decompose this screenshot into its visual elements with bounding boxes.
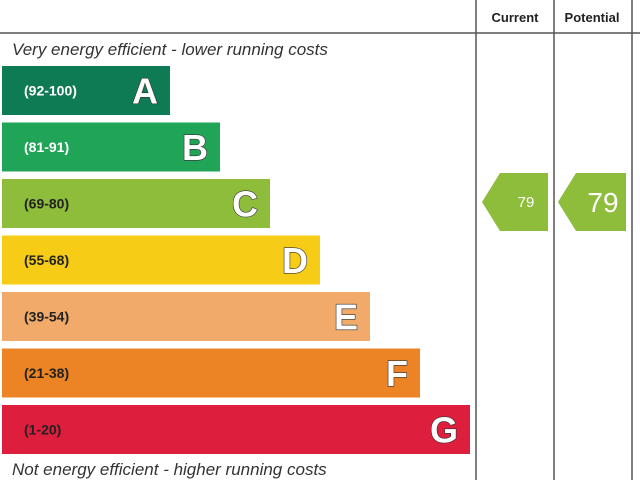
band-range-label: (55-68) <box>24 252 69 268</box>
band-bar <box>2 405 470 454</box>
band-letter: F <box>386 353 408 394</box>
band-range-label: (69-80) <box>24 196 69 212</box>
band-bar <box>2 66 170 115</box>
band-e: (39-54) E <box>2 292 370 341</box>
band-d: (55-68) D <box>2 235 320 285</box>
band-letter: C <box>232 184 258 225</box>
band-a: (92-100) A <box>2 66 170 115</box>
current-score-value: 79 <box>518 194 535 211</box>
current-column-header: Current <box>492 10 540 25</box>
band-g: (1-20) G <box>2 405 470 454</box>
band-bar <box>2 292 370 341</box>
band-letter: D <box>282 240 308 281</box>
band-bar <box>2 348 420 398</box>
band-range-label: (1-20) <box>24 422 61 438</box>
band-b: (81-91) B <box>2 122 220 172</box>
rating-bands: (92-100) A (81-91) B (69-80) C (55-68) D (39-54)… <box>2 66 470 454</box>
current-score: 79 <box>482 173 548 231</box>
band-range-label: (21-38) <box>24 365 69 381</box>
potential-score-shape <box>558 173 626 231</box>
band-c: (69-80) C <box>2 179 270 228</box>
top-caption: Very energy efficient - lower running co… <box>12 40 328 59</box>
band-bar <box>2 235 320 285</box>
band-bar <box>2 122 220 172</box>
band-range-label: (81-91) <box>24 139 69 155</box>
score-arrows: 79 79 <box>482 173 626 231</box>
potential-score: 79 <box>558 173 626 231</box>
current-score-shape <box>482 173 548 231</box>
band-letter: G <box>430 410 458 451</box>
potential-column-header: Potential <box>565 10 620 25</box>
band-range-label: (92-100) <box>24 83 77 99</box>
band-f: (21-38) F <box>2 348 420 398</box>
band-letter: B <box>182 127 208 168</box>
band-range-label: (39-54) <box>24 309 69 325</box>
band-letter: A <box>132 71 158 112</box>
bottom-caption: Not energy efficient - higher running co… <box>12 460 327 479</box>
band-letter: E <box>334 297 358 338</box>
band-bar <box>2 179 270 228</box>
potential-score-value: 79 <box>587 187 618 218</box>
